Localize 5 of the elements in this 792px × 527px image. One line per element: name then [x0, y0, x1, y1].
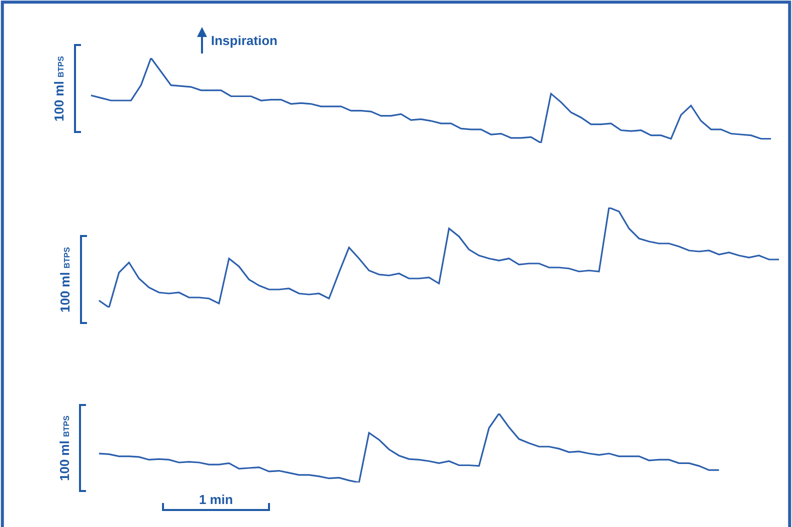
y-axis-title: 100 ml BTPS: [52, 55, 66, 122]
y-axis-title: 100 ml BTPS: [58, 246, 72, 312]
y-axis-title: 100 ml BTPS: [57, 414, 72, 481]
text: 1 min: [199, 492, 234, 507]
text: Inspiration: [211, 33, 278, 48]
